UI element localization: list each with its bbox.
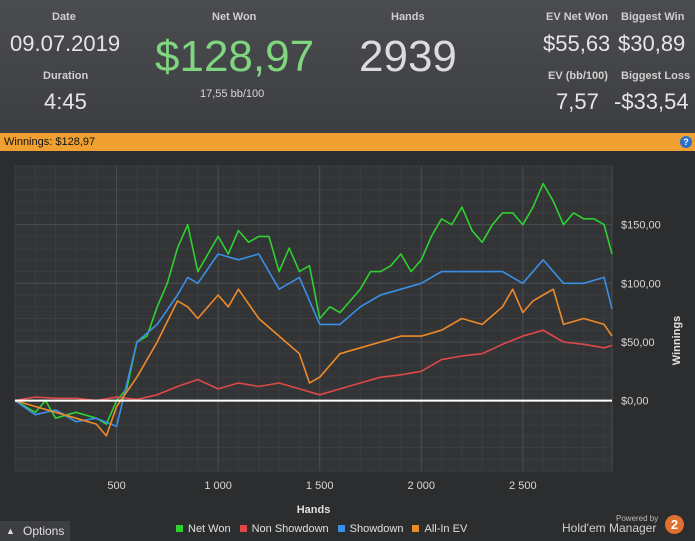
biggest-win-value: $30,89 <box>618 31 686 56</box>
chart-legend: Net Won Non Showdown Showdown All-In EV <box>176 523 476 535</box>
legend-item: Net Won <box>176 523 231 535</box>
legend-label: Showdown <box>349 523 404 535</box>
hm2-logo-icon: 2 <box>665 515 684 534</box>
legend-item: All-In EV <box>412 523 467 535</box>
biggest-loss-value: -$33,54 <box>614 89 689 114</box>
y-tick-label: $50,00 <box>621 337 655 349</box>
chart-area: 500 1 000 1 500 2 000 2 500 $0,00 $50,00 $100,0… <box>0 151 695 521</box>
hands-label: Hands <box>391 11 425 23</box>
chevron-up-icon: ▲ <box>6 526 15 536</box>
legend-swatch <box>239 525 247 532</box>
ev-net-won-label: EV Net Won <box>546 11 609 23</box>
y-tick-label: $150,00 <box>621 220 661 232</box>
legend-swatch <box>337 525 345 532</box>
legend-label: All-In EV <box>424 523 468 535</box>
legend-label: Net Won <box>188 523 231 535</box>
x-tick-label: 1 000 <box>204 480 232 492</box>
net-won-value: $128,97 <box>155 32 315 81</box>
powered-by-label: Powered by <box>616 514 659 523</box>
duration-value: 4:45 <box>44 89 87 114</box>
stats-panel: Date 09.07.2019 Duration 4:45 Net Won $1… <box>0 0 695 133</box>
ev-bb-value: 7,57 <box>556 89 599 114</box>
duration-label: Duration <box>43 70 89 82</box>
ev-bb-label: EV (bb/100) <box>548 70 608 82</box>
series-line-showdown <box>14 253 613 428</box>
winnings-graph: 500 1 000 1 500 2 000 2 500 $0,00 $50,00 $100,0… <box>14 165 683 516</box>
y-tick-label: $0,00 <box>621 396 649 408</box>
help-icon[interactable]: ? <box>680 136 692 148</box>
legend-label: Non Showdown <box>251 523 329 535</box>
x-tick-label: 2 500 <box>509 480 537 492</box>
net-won-label: Net Won <box>212 11 257 23</box>
x-tick-label: 1 500 <box>306 480 334 492</box>
legend-item: Showdown <box>337 523 404 535</box>
options-label: Options <box>23 524 65 538</box>
brand-label: Hold'em Manager <box>562 521 657 535</box>
x-tick-label: 500 <box>107 480 125 492</box>
winnings-banner-text: Winnings: $128,97 <box>4 136 96 148</box>
hands-value: 2939 <box>359 32 457 81</box>
ev-net-won-value: $55,63 <box>543 31 611 56</box>
y-axis-label: Winnings <box>671 316 683 365</box>
winnings-banner: Winnings: $128,97 ? <box>0 133 695 151</box>
x-axis-label: Hands <box>297 504 331 516</box>
net-won-bb: 17,55 bb/100 <box>200 88 265 100</box>
y-tick-label: $100,00 <box>621 278 661 290</box>
date-value: 09.07.2019 <box>10 31 121 56</box>
legend-swatch <box>412 525 420 532</box>
series-line-non-showdown <box>14 329 613 402</box>
biggest-loss-label: Biggest Loss <box>621 70 691 82</box>
options-button[interactable]: ▲ Options <box>0 521 70 541</box>
legend-item: Non Showdown <box>239 523 329 535</box>
date-label: Date <box>52 11 76 23</box>
legend-swatch <box>176 525 183 532</box>
biggest-win-label: Biggest Win <box>621 11 685 23</box>
series-line-all-in-ev <box>14 288 613 437</box>
x-tick-label: 2 000 <box>407 480 435 492</box>
